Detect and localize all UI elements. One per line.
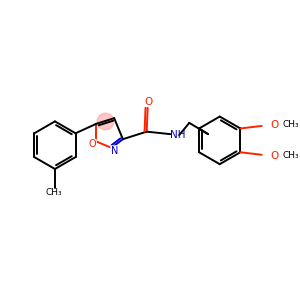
Text: O: O bbox=[88, 140, 96, 149]
Text: CH₃: CH₃ bbox=[46, 188, 62, 197]
Text: O: O bbox=[270, 120, 278, 130]
Text: O: O bbox=[270, 151, 278, 161]
Text: O: O bbox=[145, 97, 153, 107]
Text: NH: NH bbox=[170, 130, 186, 140]
Text: CH₃: CH₃ bbox=[283, 121, 299, 130]
Text: N: N bbox=[111, 146, 118, 156]
Text: CH₃: CH₃ bbox=[283, 151, 299, 160]
